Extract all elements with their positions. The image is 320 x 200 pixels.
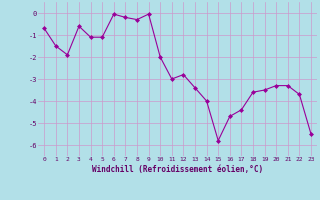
X-axis label: Windchill (Refroidissement éolien,°C): Windchill (Refroidissement éolien,°C) bbox=[92, 165, 263, 174]
